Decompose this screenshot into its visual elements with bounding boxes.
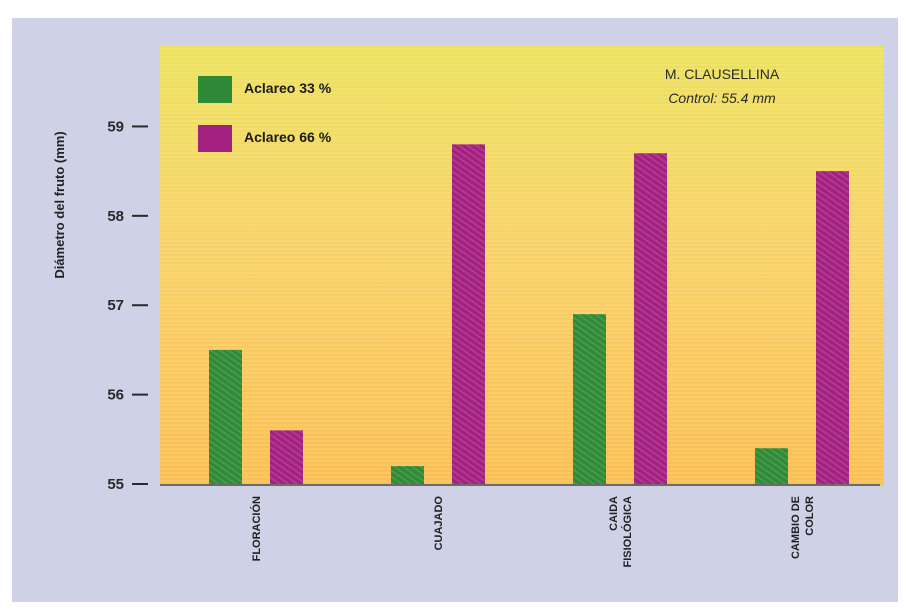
plot-area-texture bbox=[160, 46, 884, 486]
bar-texture bbox=[209, 349, 242, 484]
bar-texture bbox=[452, 144, 485, 484]
legend-label-aclareo-33: Aclareo 33 % bbox=[244, 80, 332, 96]
x-tick-label: COLOR bbox=[804, 496, 816, 536]
bar-texture bbox=[391, 466, 424, 484]
legend: Aclareo 33 % Aclareo 66 % bbox=[198, 76, 332, 152]
annotation: M. CLAUSELLINA Control: 55.4 mm bbox=[665, 66, 780, 106]
bar-texture bbox=[816, 171, 849, 484]
x-tick-label: FLORACIÓN bbox=[250, 496, 263, 561]
x-tick-label: FISIOLÓGICA bbox=[621, 496, 634, 568]
legend-label-aclareo-66: Aclareo 66 % bbox=[244, 129, 332, 145]
y-tick-label: 55 bbox=[107, 476, 124, 493]
y-tick-label: 58 bbox=[107, 208, 124, 225]
x-tick-label: CAIDA bbox=[608, 496, 620, 531]
bar-texture bbox=[634, 153, 667, 484]
x-tick-label: CUAJADO bbox=[433, 496, 445, 551]
y-axis: 55 56 57 58 59 bbox=[107, 118, 148, 493]
y-axis-label: Diámetro del fruto (mm) bbox=[52, 131, 67, 278]
y-tick-label: 59 bbox=[107, 118, 124, 135]
bar-texture bbox=[270, 430, 303, 484]
y-tick-label: 57 bbox=[107, 297, 124, 314]
annotation-control: Control: 55.4 mm bbox=[668, 90, 776, 106]
y-tick-label: 56 bbox=[107, 387, 124, 404]
legend-swatch-aclareo-66 bbox=[198, 125, 232, 152]
bars bbox=[209, 144, 849, 484]
annotation-variety: M. CLAUSELLINA bbox=[665, 66, 780, 82]
x-axis: FLORACIÓN CUAJADO CAIDA FISIOLÓGICA CAMBIO D… bbox=[160, 484, 880, 568]
x-tick-label: CAMBIO DE bbox=[790, 496, 802, 559]
bar-texture bbox=[573, 314, 606, 484]
legend-swatch-aclareo-33 bbox=[198, 76, 232, 103]
bar-texture bbox=[755, 448, 788, 484]
